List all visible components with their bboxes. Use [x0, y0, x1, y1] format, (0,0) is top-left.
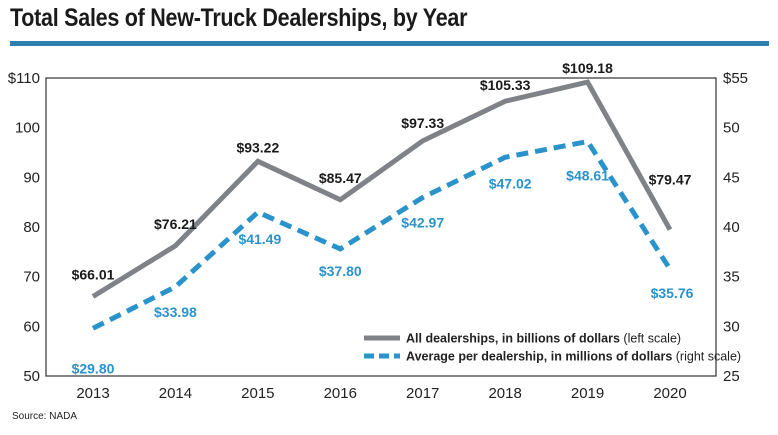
legend-note-avg: (right scale) — [676, 350, 741, 364]
legend-name-avg: Average per dealership, in millions of d… — [406, 350, 672, 364]
data-label-total: $79.47 — [649, 172, 692, 188]
x-axis: 2013 2014 2015 2016 2017 2018 2019 2020 — [76, 385, 686, 402]
y-tick-left: 50 — [23, 368, 40, 385]
series-lines — [91, 79, 673, 331]
data-label-total: $97.33 — [401, 115, 444, 131]
y-tick-right: 45 — [723, 169, 740, 186]
data-label-avg: $33.98 — [154, 304, 197, 320]
x-tick: 2017 — [406, 385, 439, 402]
plot-frame — [45, 77, 717, 377]
x-tick: 2013 — [76, 385, 109, 402]
y-axis-left: $110 100 90 80 70 60 50 — [8, 70, 40, 385]
data-label-total: $66.01 — [72, 266, 115, 282]
y-tick-left: 70 — [23, 269, 40, 286]
y-tick-right: 50 — [723, 120, 740, 137]
data-label-avg: $42.97 — [401, 214, 444, 230]
y-tick-left: 80 — [23, 219, 40, 236]
x-tick: 2016 — [324, 385, 357, 402]
data-label-avg: $48.61 — [566, 167, 609, 183]
data-label-avg: $47.02 — [489, 175, 532, 191]
y-tick-right: 40 — [723, 219, 740, 236]
title-rule — [10, 41, 769, 46]
legend: All dealerships, in billions of dollars … — [364, 332, 741, 364]
y-tick-right: 25 — [723, 368, 740, 385]
source-note: Source: NADA — [12, 411, 78, 422]
legend-note-total: (left scale) — [623, 332, 681, 346]
y-tick-left: $110 — [8, 70, 40, 87]
x-tick: 2015 — [241, 385, 274, 402]
data-label-total: $85.47 — [319, 170, 362, 186]
data-label-total: $109.18 — [562, 60, 613, 76]
data-label-avg: $35.76 — [651, 285, 694, 301]
series-line-avg — [91, 138, 673, 331]
y-tick-left: 90 — [23, 169, 40, 186]
x-tick: 2018 — [488, 385, 521, 402]
series-line-total — [91, 79, 673, 299]
legend-label-avg: Average per dealership, in millions of d… — [406, 350, 741, 364]
data-label-total: $93.22 — [236, 139, 279, 155]
x-tick: 2020 — [653, 385, 686, 402]
data-labels: $66.01 $76.21 $93.22 $85.47 $97.33 $105.33 $10… — [72, 60, 694, 376]
y-tick-left: 60 — [23, 318, 40, 335]
legend-name-total: All dealerships, in billions of dollars — [406, 332, 620, 346]
y-tick-right: $55 — [723, 70, 748, 87]
y-tick-left: 100 — [15, 120, 40, 137]
data-label-total: $76.21 — [154, 216, 197, 232]
y-tick-right: 30 — [723, 318, 740, 335]
y-axis-right: $55 50 45 40 35 30 25 — [723, 70, 748, 385]
x-tick: 2014 — [159, 385, 192, 402]
y-tick-right: 35 — [723, 269, 740, 286]
data-label-avg: $37.80 — [319, 263, 362, 279]
chart-title: Total Sales of New-Truck Dealerships, by… — [10, 4, 468, 32]
x-tick: 2019 — [571, 385, 604, 402]
data-label-avg: $29.80 — [72, 360, 115, 376]
data-label-avg: $41.49 — [238, 231, 281, 247]
data-label-total: $105.33 — [480, 77, 531, 93]
legend-label-total: All dealerships, in billions of dollars … — [406, 332, 681, 346]
